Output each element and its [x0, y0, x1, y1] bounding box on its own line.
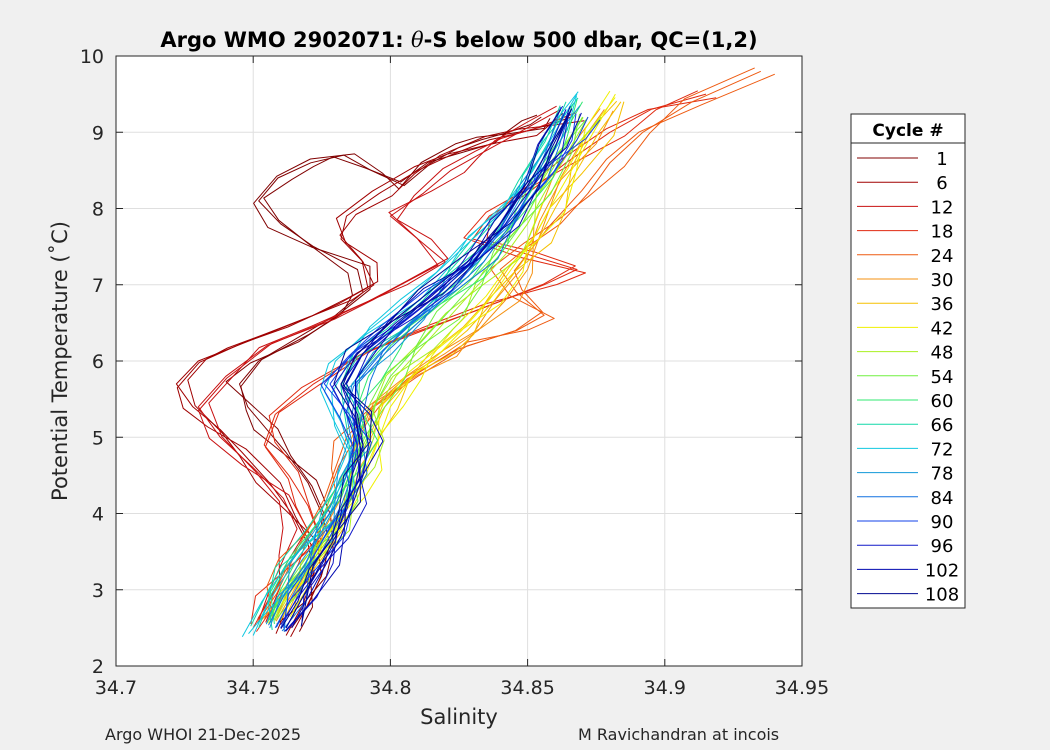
legend-entry-66: 66 [857, 415, 953, 436]
axis-ticks: 34.7 34.75 34.8 34.85 34.9 34.95 2 3 4 5 6 7 8 9 10 [80, 46, 829, 699]
legend-box [850, 113, 966, 609]
series-line-12 [198, 105, 557, 619]
y-tick-label: 6 [92, 351, 104, 373]
x-tick-label: 34.7 [95, 677, 137, 699]
legend-label: 12 [931, 197, 954, 218]
series-line-108 [285, 109, 572, 629]
series-line-18 [250, 90, 699, 625]
series-line-24 [266, 73, 775, 618]
series-line-12 [208, 112, 576, 623]
legend-entry-42: 42 [857, 318, 953, 339]
series-line-1 [225, 118, 551, 632]
series-line-102 [284, 112, 582, 632]
grid [116, 56, 802, 666]
legend-entry-84: 84 [857, 488, 953, 509]
legend-label: 6 [936, 173, 947, 194]
legend-entry-60: 60 [857, 391, 953, 412]
legend-entry-48: 48 [857, 343, 953, 364]
title-prefix: Argo WMO 2902071: [160, 28, 411, 52]
series-cycle-1 [225, 114, 551, 632]
series-cycle-12 [197, 105, 576, 623]
legend-entry-1: 1 [857, 149, 948, 170]
x-tick-label: 34.8 [369, 677, 411, 699]
legend-label: 18 [931, 222, 954, 243]
series-line-102 [301, 105, 571, 625]
legend-entry-102: 102 [857, 560, 959, 581]
series-line-1 [240, 114, 538, 625]
x-tick-label: 34.85 [500, 677, 554, 699]
title-theta: θ [411, 28, 424, 52]
y-tick-label: 8 [92, 199, 104, 221]
series-line-78 [269, 109, 567, 629]
legend-label: 78 [931, 464, 954, 485]
y-axis-label: Potential Temperature (˚C) [48, 221, 72, 501]
legend-label: 24 [931, 246, 954, 267]
y-tick-label: 7 [92, 275, 104, 297]
legend-label: 84 [931, 488, 954, 509]
y-tick-label: 2 [92, 656, 104, 678]
chart-title: Argo WMO 2902071: θ-S below 500 dbar, QC… [160, 28, 757, 52]
legend-label: 60 [931, 391, 954, 412]
legend-label: 1 [936, 149, 947, 170]
series-line-36 [281, 101, 625, 624]
legend-entries: 1 6 12 18 24 30 36 42 48 54 60 66 72 78 84 90 96 102 108 [857, 149, 959, 606]
title-suffix: -S below 500 dbar, QC=(1,2) [424, 28, 758, 52]
legend: Cycle # 1 6 12 18 24 30 36 42 48 54 60 66 72 78 84 90 96… [850, 113, 966, 609]
series-line-48 [270, 117, 584, 622]
series-line-72 [248, 95, 577, 635]
y-tick-label: 4 [92, 504, 104, 526]
legend-entry-12: 12 [857, 197, 953, 218]
footer-source: Argo WHOI 21-Dec-2025 [105, 725, 302, 744]
legend-entry-78: 78 [857, 464, 953, 485]
legend-label: 30 [931, 270, 954, 291]
legend-entry-30: 30 [857, 270, 953, 291]
x-tick-label: 34.75 [226, 677, 280, 699]
series-line-102 [291, 109, 572, 629]
footer-credit: M Ravichandran at incois [578, 725, 780, 744]
series-line-24 [263, 70, 762, 621]
legend-entry-96: 96 [857, 536, 953, 557]
legend-label: 48 [931, 343, 954, 364]
series-group [175, 67, 775, 638]
y-tick-label: 9 [92, 122, 104, 144]
series-cycle-108 [280, 108, 573, 629]
legend-entry-24: 24 [857, 246, 953, 267]
legend-title: Cycle # [872, 121, 943, 141]
series-line-96 [280, 105, 564, 626]
legend-label: 36 [931, 294, 954, 315]
legend-label: 96 [931, 536, 954, 557]
x-tick-label: 34.9 [644, 677, 686, 699]
y-tick-label: 10 [80, 46, 104, 68]
legend-entry-108: 108 [857, 585, 959, 606]
legend-label: 72 [931, 439, 954, 460]
series-line-12 [197, 108, 561, 621]
legend-entry-6: 6 [857, 173, 948, 194]
x-axis-label: Salinity [420, 705, 498, 729]
legend-entry-90: 90 [857, 512, 953, 533]
legend-label: 90 [931, 512, 954, 533]
series-line-1 [239, 116, 542, 629]
series-line-30 [275, 110, 614, 622]
series-line-90 [280, 116, 589, 629]
legend-entry-18: 18 [857, 222, 953, 243]
legend-label: 54 [931, 367, 954, 388]
y-tick-label: 3 [92, 580, 104, 602]
legend-label: 66 [931, 415, 954, 436]
legend-label: 42 [931, 318, 954, 339]
x-tick-label: 34.95 [775, 677, 829, 699]
series-cycle-102 [284, 105, 582, 632]
legend-entry-54: 54 [857, 367, 953, 388]
y-tick-label: 5 [92, 427, 104, 449]
legend-entry-36: 36 [857, 294, 953, 315]
legend-label: 102 [925, 560, 959, 581]
legend-label: 108 [925, 585, 959, 606]
series-line-108 [280, 109, 562, 629]
legend-entry-72: 72 [857, 439, 953, 460]
